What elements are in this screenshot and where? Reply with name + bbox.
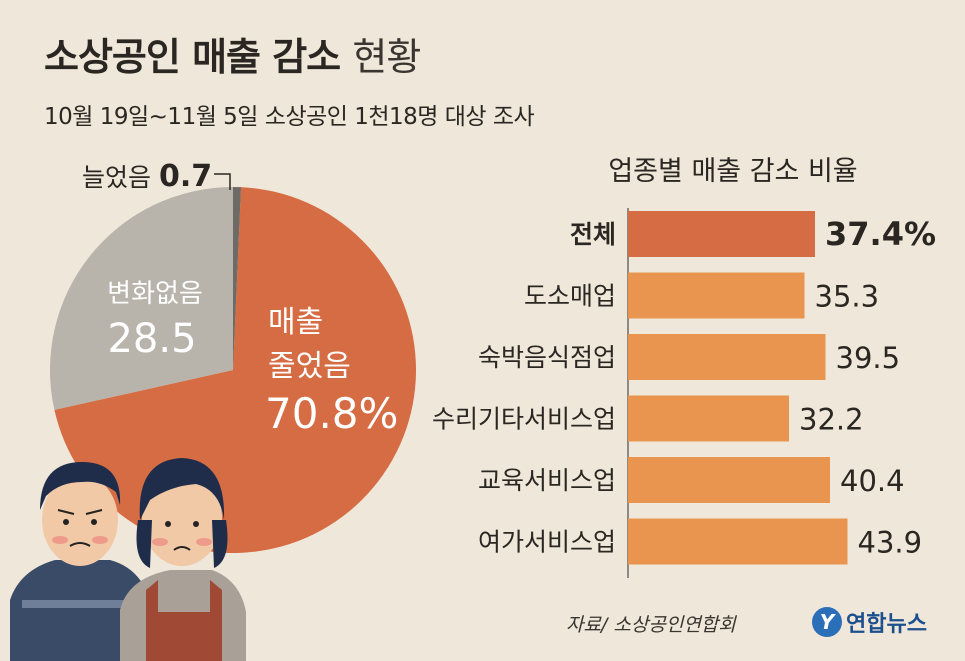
yonhap-logo-text: 연합뉴스 <box>846 612 927 637</box>
bar-value-label-0: 37.4% <box>825 215 936 253</box>
pie-label-decreased-line1: 매출 <box>268 305 323 340</box>
bar-value-label-3: 32.2 <box>799 403 864 437</box>
pie-slice-nochange <box>49 187 233 410</box>
bar-0 <box>628 211 815 257</box>
pie-slice-decreased <box>54 187 416 553</box>
bar-category-label-0: 전체 <box>570 220 616 249</box>
bar-value-label-5: 43.9 <box>858 526 923 560</box>
pie-label-nochange-value: 28.5 <box>107 316 196 362</box>
shopkeepers-illustration <box>10 458 246 661</box>
pie-chart <box>49 173 416 553</box>
pie-leader-line <box>214 173 231 190</box>
title-light: 현황 <box>352 35 421 79</box>
bar-chart-title: 업종별 매출 감소 비율 <box>608 156 857 187</box>
woman-figure <box>120 458 246 661</box>
yonhap-logo: Y 연합뉴스 <box>812 604 927 640</box>
man-figure <box>10 462 150 661</box>
pie-label-increased: 늘었음 0.7 <box>82 159 212 194</box>
bar-1 <box>628 272 805 319</box>
bar-category-label-2: 숙박음식점업 <box>478 343 616 372</box>
bar-2 <box>628 334 826 380</box>
bar-value-label-4: 40.4 <box>840 464 905 498</box>
bar-5 <box>628 518 848 565</box>
pie-label-decreased-line2: 줄었음 <box>268 349 351 384</box>
yonhap-logo-icon: Y <box>812 607 842 637</box>
page-title: 소상공인 매출 감소 현황 <box>44 26 421 81</box>
pie-label-nochange-name: 변화없음 <box>107 279 203 309</box>
page-subtitle: 10월 19일~11월 5일 소상공인 1천18명 대상 조사 <box>44 104 535 130</box>
bar-value-label-2: 39.5 <box>836 341 901 375</box>
bar-3 <box>628 395 789 442</box>
bar-value-label-1: 35.3 <box>815 280 880 314</box>
title-bold: 소상공인 매출 감소 <box>44 35 341 79</box>
bar-chart: 전체 37.4% 도소매업 35.3 숙박음식점업 39.5 수리기타서비스업 32.2 교육서… <box>432 211 936 565</box>
bar-4 <box>628 457 830 503</box>
pie-label-decreased-value: 70.8% <box>265 389 398 438</box>
bar-category-label-1: 도소매업 <box>524 282 616 311</box>
bar-category-label-4: 교육서비스업 <box>478 466 616 495</box>
source-note: 자료/ 소상공인연합회 <box>566 614 736 636</box>
bar-category-label-3: 수리기타서비스업 <box>432 405 616 434</box>
pie-slice-increased <box>233 187 242 370</box>
bar-category-label-5: 여가서비스업 <box>478 528 616 557</box>
